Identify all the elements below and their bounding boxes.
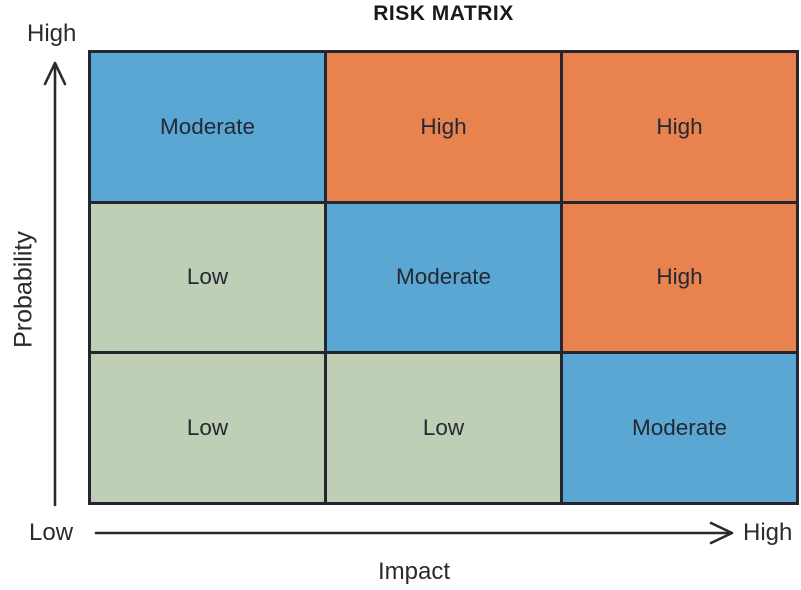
matrix-cell-r3c3: Moderate xyxy=(563,354,796,502)
matrix-cell-r2c3: High xyxy=(563,203,796,352)
x-axis-title: Impact xyxy=(377,558,451,585)
x-axis-arrow xyxy=(94,521,734,545)
x-axis-high-label: High xyxy=(743,519,793,546)
y-axis-arrow xyxy=(43,61,67,507)
y-axis-title: Probability xyxy=(9,231,38,348)
matrix-cell-r1c1: Moderate xyxy=(91,53,324,201)
x-axis-left-low-label: Low xyxy=(29,519,74,546)
y-axis-high-label: High xyxy=(27,20,77,47)
matrix-cell-r1c2: High xyxy=(327,53,560,201)
matrix-cell-r2c2: Moderate xyxy=(327,203,560,352)
risk-matrix-grid: Moderate High High Low Moderate High Low… xyxy=(88,50,799,505)
matrix-cell-r3c1: Low xyxy=(91,354,324,502)
page-title: RISK MATRIX xyxy=(373,2,514,25)
matrix-cell-r3c2: Low xyxy=(327,354,560,502)
matrix-cell-r1c3: High xyxy=(563,53,796,201)
matrix-cell-r2c1: Low xyxy=(91,203,324,352)
